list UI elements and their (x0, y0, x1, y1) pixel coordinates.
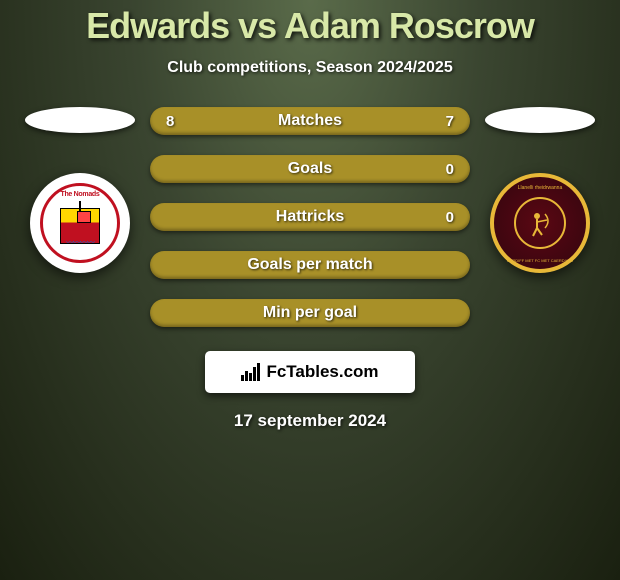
right-club-top-text: Llanelli rheidrwanna (518, 185, 562, 191)
bar-icon (241, 375, 244, 381)
brand-badge: FcTables.com (205, 351, 415, 393)
stat-label: Hattricks (276, 208, 344, 226)
stat-row-goals-per-match: Goals per match (150, 251, 470, 279)
infographic-container: Edwards vs Adam Roscrow Club competition… (0, 0, 620, 431)
stat-left-value: 8 (166, 113, 186, 130)
left-player-oval (25, 107, 135, 133)
right-club-bottom-text: CARDIFF MET FC MET CAERDYDD (507, 258, 573, 263)
stat-label: Matches (278, 112, 342, 130)
stat-label: Goals (288, 160, 332, 178)
page-title: Edwards vs Adam Roscrow (0, 5, 620, 47)
wave-icon: 〰〰〰〰 (45, 237, 115, 248)
stat-label: Goals per match (247, 256, 372, 274)
ship-sail-icon (77, 211, 91, 223)
stat-row-min-per-goal: Min per goal (150, 299, 470, 327)
main-comparison-area: The Nomads 〰〰〰〰 8 Matches 7 Goals 0 (0, 107, 620, 327)
left-club-badge: The Nomads 〰〰〰〰 (30, 173, 130, 273)
bar-icon (257, 363, 260, 381)
archer-icon (520, 203, 560, 243)
page-subtitle: Club competitions, Season 2024/2025 (0, 59, 620, 77)
brand-text: FcTables.com (266, 362, 378, 382)
bar-icon (245, 371, 248, 381)
right-player-column: Llanelli rheidrwanna CARDIFF MET FC MET … (480, 107, 600, 273)
stat-right-value: 0 (434, 161, 454, 178)
bar-icon (253, 367, 256, 381)
archer-figure-icon (525, 208, 555, 238)
footer-date: 17 september 2024 (0, 411, 620, 431)
chart-bars-icon (241, 363, 260, 381)
stats-column: 8 Matches 7 Goals 0 Hattricks 0 Goals pe… (140, 107, 480, 327)
right-club-badge: Llanelli rheidrwanna CARDIFF MET FC MET … (490, 173, 590, 273)
right-player-oval (485, 107, 595, 133)
stat-row-goals: Goals 0 (150, 155, 470, 183)
stat-label: Min per goal (263, 304, 357, 322)
stat-right-value: 7 (434, 113, 454, 130)
left-player-column: The Nomads 〰〰〰〰 (20, 107, 140, 273)
stat-right-value: 0 (434, 209, 454, 226)
left-club-crest: The Nomads 〰〰〰〰 (40, 183, 120, 263)
left-club-name: The Nomads (60, 191, 99, 198)
stat-row-hattricks: Hattricks 0 (150, 203, 470, 231)
bar-icon (249, 373, 252, 381)
stat-row-matches: 8 Matches 7 (150, 107, 470, 135)
